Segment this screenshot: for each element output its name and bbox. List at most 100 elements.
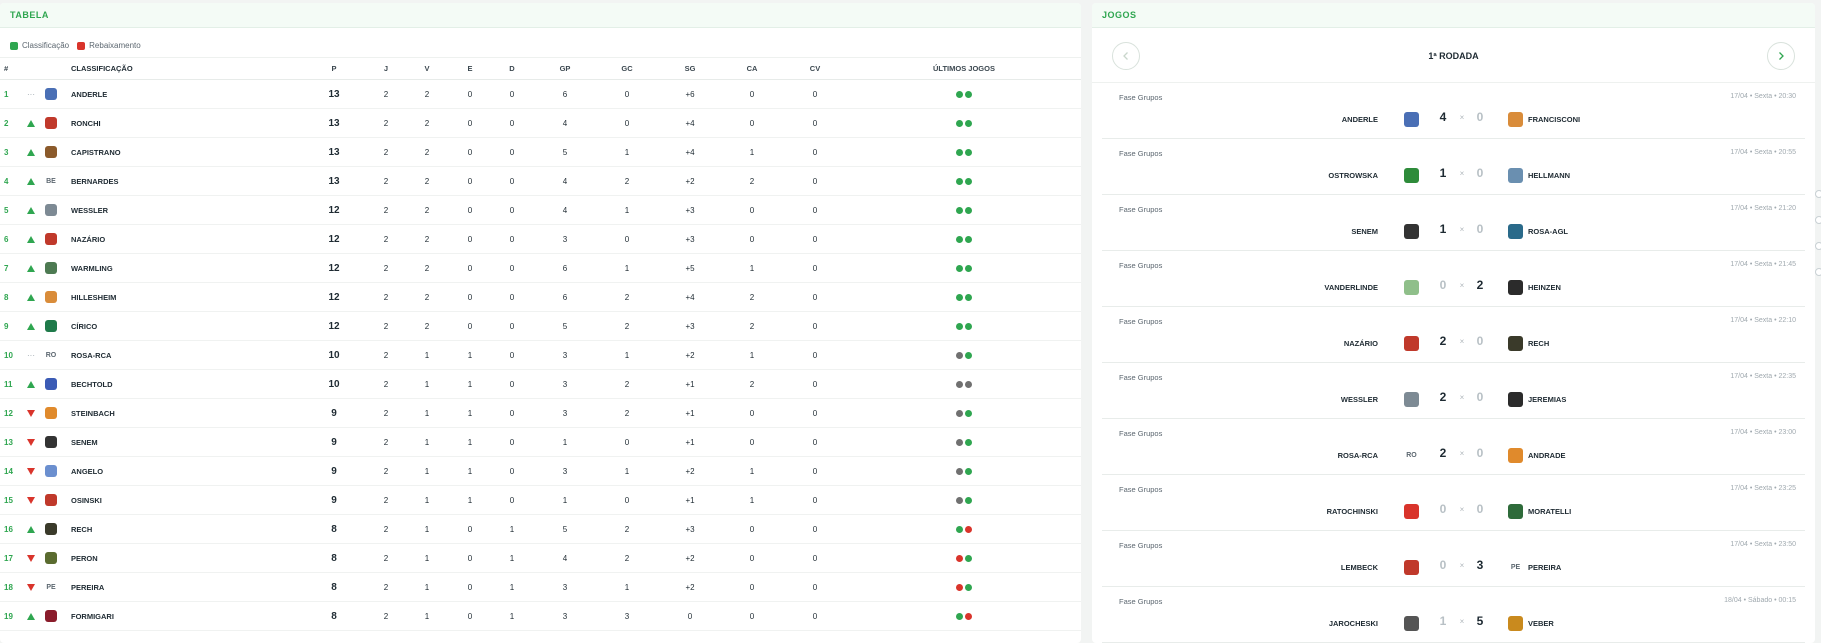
next-round-button[interactable] [1767,42,1795,70]
match-card[interactable]: Fase Grupos 17/04 • Sexta • 21:20 SENEM 1 × 0… [1102,195,1805,251]
team-name[interactable]: FORMIGARI [71,611,114,621]
position: 12 [4,408,13,418]
result-dot [956,583,963,591]
team-name[interactable]: CAPISTRANO [71,147,121,157]
team-name[interactable]: RECH [71,524,93,534]
match-card[interactable]: Fase Grupos 17/04 • Sexta • 22:35 WESSLER 2… [1102,363,1805,419]
side-indicator[interactable] [1815,216,1821,224]
away-team-name[interactable]: HELLMANN [1528,171,1571,180]
team-name[interactable]: STEINBACH [71,408,115,418]
away-team-name[interactable]: MORATELLI [1528,507,1572,516]
losses: 0 [509,350,515,360]
home-team-name[interactable]: OSTROWSKA [1328,171,1378,180]
table-row[interactable]: 16 RECH 8 2 1 0 1 5 2 +3 0 0 [0,515,1081,544]
table-row[interactable]: 19 FORMIGARI 8 2 1 0 1 3 3 0 0 0 [0,602,1081,631]
table-row[interactable]: 2 RONCHI 13 2 2 0 0 4 0 +4 0 0 [0,109,1081,138]
match-card[interactable]: Fase Grupos 17/04 • Sexta • 23:00 ROSA-RCA… [1102,419,1805,475]
goal-diff: +4 [685,118,695,128]
table-row[interactable]: 8 HILLESHEIM 12 2 2 0 0 6 2 +4 2 0 [0,283,1081,312]
away-team-name[interactable]: ROSA-AGL [1528,227,1568,236]
team-name[interactable]: PEREIRA [71,582,105,592]
table-row[interactable]: 14 ANGELO 9 2 1 1 0 3 1 +2 1 0 [0,457,1081,486]
home-score: 2 [1439,446,1447,460]
games-title: JOGOS [1102,10,1137,20]
side-indicator[interactable] [1815,190,1821,198]
match-date: 17/04 • Sexta • 22:10 [1730,317,1796,324]
table-row[interactable]: 1 ANDERLE 13 2 2 0 0 6 0 +6 0 0 ··· [0,80,1081,109]
team-name[interactable]: NAZÁRIO [71,234,106,244]
away-crest [1508,504,1523,519]
team-name[interactable]: WARMLING [71,263,113,273]
losses: 0 [509,89,515,99]
home-team-name[interactable]: WESSLER [1340,395,1378,404]
table-row[interactable]: 17 PERON 8 2 1 0 1 4 2 +2 0 0 [0,544,1081,573]
home-team-name[interactable]: VANDERLINDE [1324,283,1378,292]
away-team-name[interactable]: RECH [1528,339,1550,348]
team-name[interactable]: OSINSKI [71,495,102,505]
team-name[interactable]: WESSLER [71,205,109,215]
side-indicator[interactable] [1815,242,1821,250]
table-row[interactable]: 10 ROSA-RCA 10 2 1 1 0 3 1 +2 1 0 ··· RO [0,341,1081,370]
table-row[interactable]: 7 WARMLING 12 2 2 0 0 6 1 +5 1 0 [0,254,1081,283]
result-dot [965,583,972,591]
away-team-name[interactable]: HEINZEN [1528,283,1561,292]
team-crest-icon [1508,504,1523,519]
table-row[interactable]: 12 STEINBACH 9 2 1 1 0 3 2 +1 0 0 [0,399,1081,428]
team-crest-icon [1404,280,1419,295]
away-team-name[interactable]: FRANCISCONI [1528,115,1581,124]
home-crest [1404,168,1419,183]
home-team-name[interactable]: SENEM [1351,227,1378,236]
match-card[interactable]: Fase Grupos 17/04 • Sexta • 20:30 ANDERLE 4… [1102,83,1805,139]
last-games [924,602,1004,630]
goal-diff: +4 [685,292,695,302]
team-name[interactable]: BECHTOLD [71,379,113,389]
table-row[interactable]: 4 BERNARDES 13 2 2 0 0 4 2 +2 2 0 BE [0,167,1081,196]
col-d: D [509,64,515,73]
away-team-name[interactable]: PEREIRA [1528,563,1562,572]
team-name[interactable]: PERON [71,553,98,563]
home-team-name[interactable]: LEMBECK [1340,563,1378,572]
table-row[interactable]: 18 PEREIRA 8 2 1 0 1 3 1 +2 0 0 PE [0,573,1081,602]
home-team-name[interactable]: ANDERLE [1341,115,1378,124]
team-name[interactable]: HILLESHEIM [71,292,117,302]
table-row[interactable]: 5 WESSLER 12 2 2 0 0 4 1 +3 0 0 [0,196,1081,225]
home-team-name[interactable]: ROSA-RCA [1337,451,1378,460]
away-team-name[interactable]: ANDRADE [1528,451,1566,460]
match-card[interactable]: Fase Grupos 17/04 • Sexta • 22:10 NAZÁRIO 2… [1102,307,1805,363]
goal-diff: +1 [685,408,695,418]
table-row[interactable]: 3 CAPISTRANO 13 2 2 0 0 5 1 +4 1 0 [0,138,1081,167]
match-card[interactable]: Fase Grupos 17/04 • Sexta • 21:45 VANDERLI… [1102,251,1805,307]
side-indicator[interactable] [1815,268,1821,276]
home-team-name[interactable]: JAROCHESKI [1328,619,1378,628]
match-card[interactable]: Fase Grupos 17/04 • Sexta • 23:25 RATOCHIN… [1102,475,1805,531]
team-name[interactable]: ROSA-RCA [71,350,112,360]
yellow-cards: 1 [749,466,755,476]
home-team-name[interactable]: NAZÁRIO [1343,339,1378,348]
losses: 0 [509,466,515,476]
team-crest-icon [1508,448,1523,463]
previous-round-button[interactable] [1112,42,1140,70]
table-row[interactable]: 9 CÍRICO 12 2 2 0 0 5 2 +3 2 0 [0,312,1081,341]
team-name[interactable]: CÍRICO [71,321,98,331]
table-row[interactable]: 13 SENEM 9 2 1 1 0 1 0 +1 0 0 [0,428,1081,457]
table-row[interactable]: 11 BECHTOLD 10 2 1 1 0 3 2 +1 2 0 [0,370,1081,399]
team-name[interactable]: BERNARDES [71,176,119,186]
home-team-name[interactable]: RATOCHINSKI [1326,507,1378,516]
match-card[interactable]: Fase Grupos 17/04 • Sexta • 20:55 OSTROWSK… [1102,139,1805,195]
team-name[interactable]: SENEM [71,437,98,447]
away-team-name[interactable]: VEBER [1528,619,1554,628]
table-row[interactable]: 6 NAZÁRIO 12 2 2 0 0 3 0 +3 0 0 [0,225,1081,254]
away-team-name[interactable]: JEREMIAS [1528,395,1567,404]
table-row[interactable]: 15 OSINSKI 9 2 1 1 0 1 0 +1 1 0 [0,486,1081,515]
goal-diff: +2 [685,176,695,186]
team-name[interactable]: ANDERLE [71,89,108,99]
match-card[interactable]: Fase Grupos 18/04 • Sábado • 00:15 JAROCHE… [1102,587,1805,643]
result-dot [965,496,972,504]
away-score: 0 [1476,390,1484,404]
team-name[interactable]: ANGELO [71,466,104,476]
goals-for: 6 [562,292,568,302]
match-card[interactable]: Fase Grupos 17/04 • Sexta • 23:50 LEMBECK 0… [1102,531,1805,587]
played: 2 [383,292,389,302]
team-name[interactable]: RONCHI [71,118,101,128]
